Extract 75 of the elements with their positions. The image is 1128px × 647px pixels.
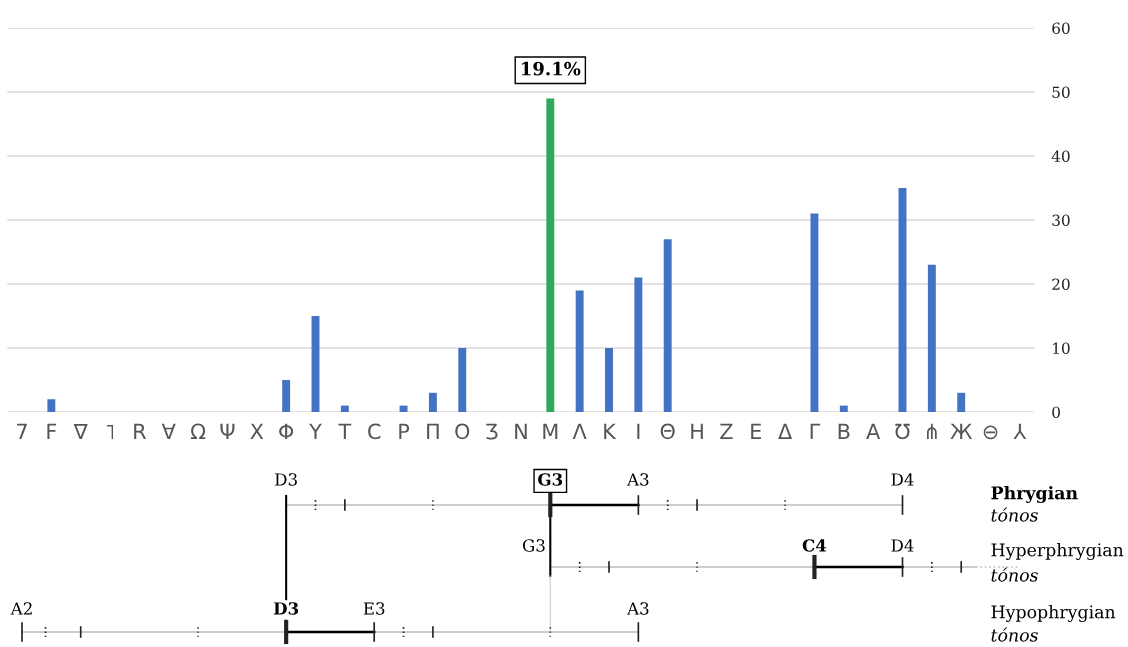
text: D3	[273, 602, 299, 615]
text: A2	[10, 602, 32, 615]
text: D4	[891, 539, 914, 552]
x-tick-label: T	[338, 423, 352, 439]
x-tick-label: ∇	[73, 423, 88, 439]
x-tick-label: O	[455, 423, 470, 440]
text: D3	[275, 473, 297, 486]
text: D4	[891, 473, 914, 486]
bar	[399, 405, 408, 412]
x-tick-label: Ж	[950, 423, 973, 439]
text: tónos	[991, 507, 1038, 522]
y-tick-label: 0	[1052, 406, 1060, 419]
bar	[575, 290, 584, 412]
text: G3	[522, 539, 545, 552]
y-tick-label: 30	[1052, 214, 1070, 227]
text: A3	[626, 602, 649, 615]
x-tick-label: Γ	[810, 423, 821, 439]
x-tick-label: R	[134, 423, 147, 439]
annotation: 19.1%	[521, 61, 581, 76]
x-tick-label: X	[250, 423, 264, 439]
x-tick-label: B	[838, 423, 850, 439]
bar	[810, 213, 819, 412]
y-tick-label: 40	[1051, 150, 1070, 163]
text: E3	[363, 602, 385, 615]
x-tick-label: Ʒ	[486, 423, 498, 440]
bar	[546, 98, 555, 412]
x-tick-label: N	[515, 423, 527, 439]
x-tick-label: Y	[309, 423, 322, 439]
x-tick-label: Ψ	[220, 423, 235, 439]
x-tick-label: I	[637, 423, 640, 439]
y-tick-label: 10	[1053, 342, 1070, 355]
x-tick-label: ˥	[107, 425, 114, 439]
x-tick-label: A	[866, 423, 881, 439]
text: Hypophrygian	[991, 604, 1116, 622]
x-tick-label: E	[751, 423, 761, 439]
y-tick-label: 50	[1052, 86, 1070, 99]
x-tick-label: Δ	[778, 423, 793, 439]
x-tick-label: M	[543, 423, 558, 439]
y-tick-label: 60	[1052, 22, 1070, 35]
x-tick-label: ∀	[161, 423, 176, 439]
x-tick-label: ⅄	[1013, 423, 1027, 439]
x-tick-label: ⋔	[926, 423, 937, 439]
text: G3	[538, 473, 563, 486]
text: tónos	[991, 627, 1038, 642]
x-tick-label: Φ	[279, 423, 294, 439]
x-tick-label: K	[604, 423, 617, 439]
text: C4	[802, 539, 827, 552]
text: A3	[626, 473, 649, 486]
x-tick-label: Z	[720, 423, 733, 439]
x-tick-label: Θ	[660, 423, 675, 440]
bar	[428, 392, 437, 412]
bar	[282, 380, 291, 412]
text: tónos	[991, 567, 1038, 582]
x-tick-label: Ʊ	[895, 423, 910, 440]
x-tick-label: P	[399, 423, 410, 439]
bar	[957, 392, 966, 412]
text: Phrygian	[991, 485, 1078, 503]
x-tick-label: Λ	[572, 423, 587, 439]
bar	[47, 399, 56, 412]
x-tick-label: 7	[17, 423, 27, 439]
bar	[927, 264, 936, 412]
x-tick-label: Ω	[190, 423, 206, 439]
bar	[634, 277, 643, 412]
x-tick-label: Π	[427, 423, 439, 439]
x-tick-label: C	[368, 423, 381, 440]
x-tick-label: ⊖	[983, 425, 998, 440]
bar	[605, 348, 613, 412]
bar	[839, 405, 848, 412]
bar	[340, 405, 349, 412]
text: Hyperphrygian	[991, 542, 1124, 560]
x-tick-label: F	[47, 423, 57, 439]
y-tick-label: 20	[1052, 278, 1070, 291]
bar	[458, 348, 467, 412]
x-tick-label: H	[691, 423, 703, 439]
bar	[663, 239, 672, 412]
